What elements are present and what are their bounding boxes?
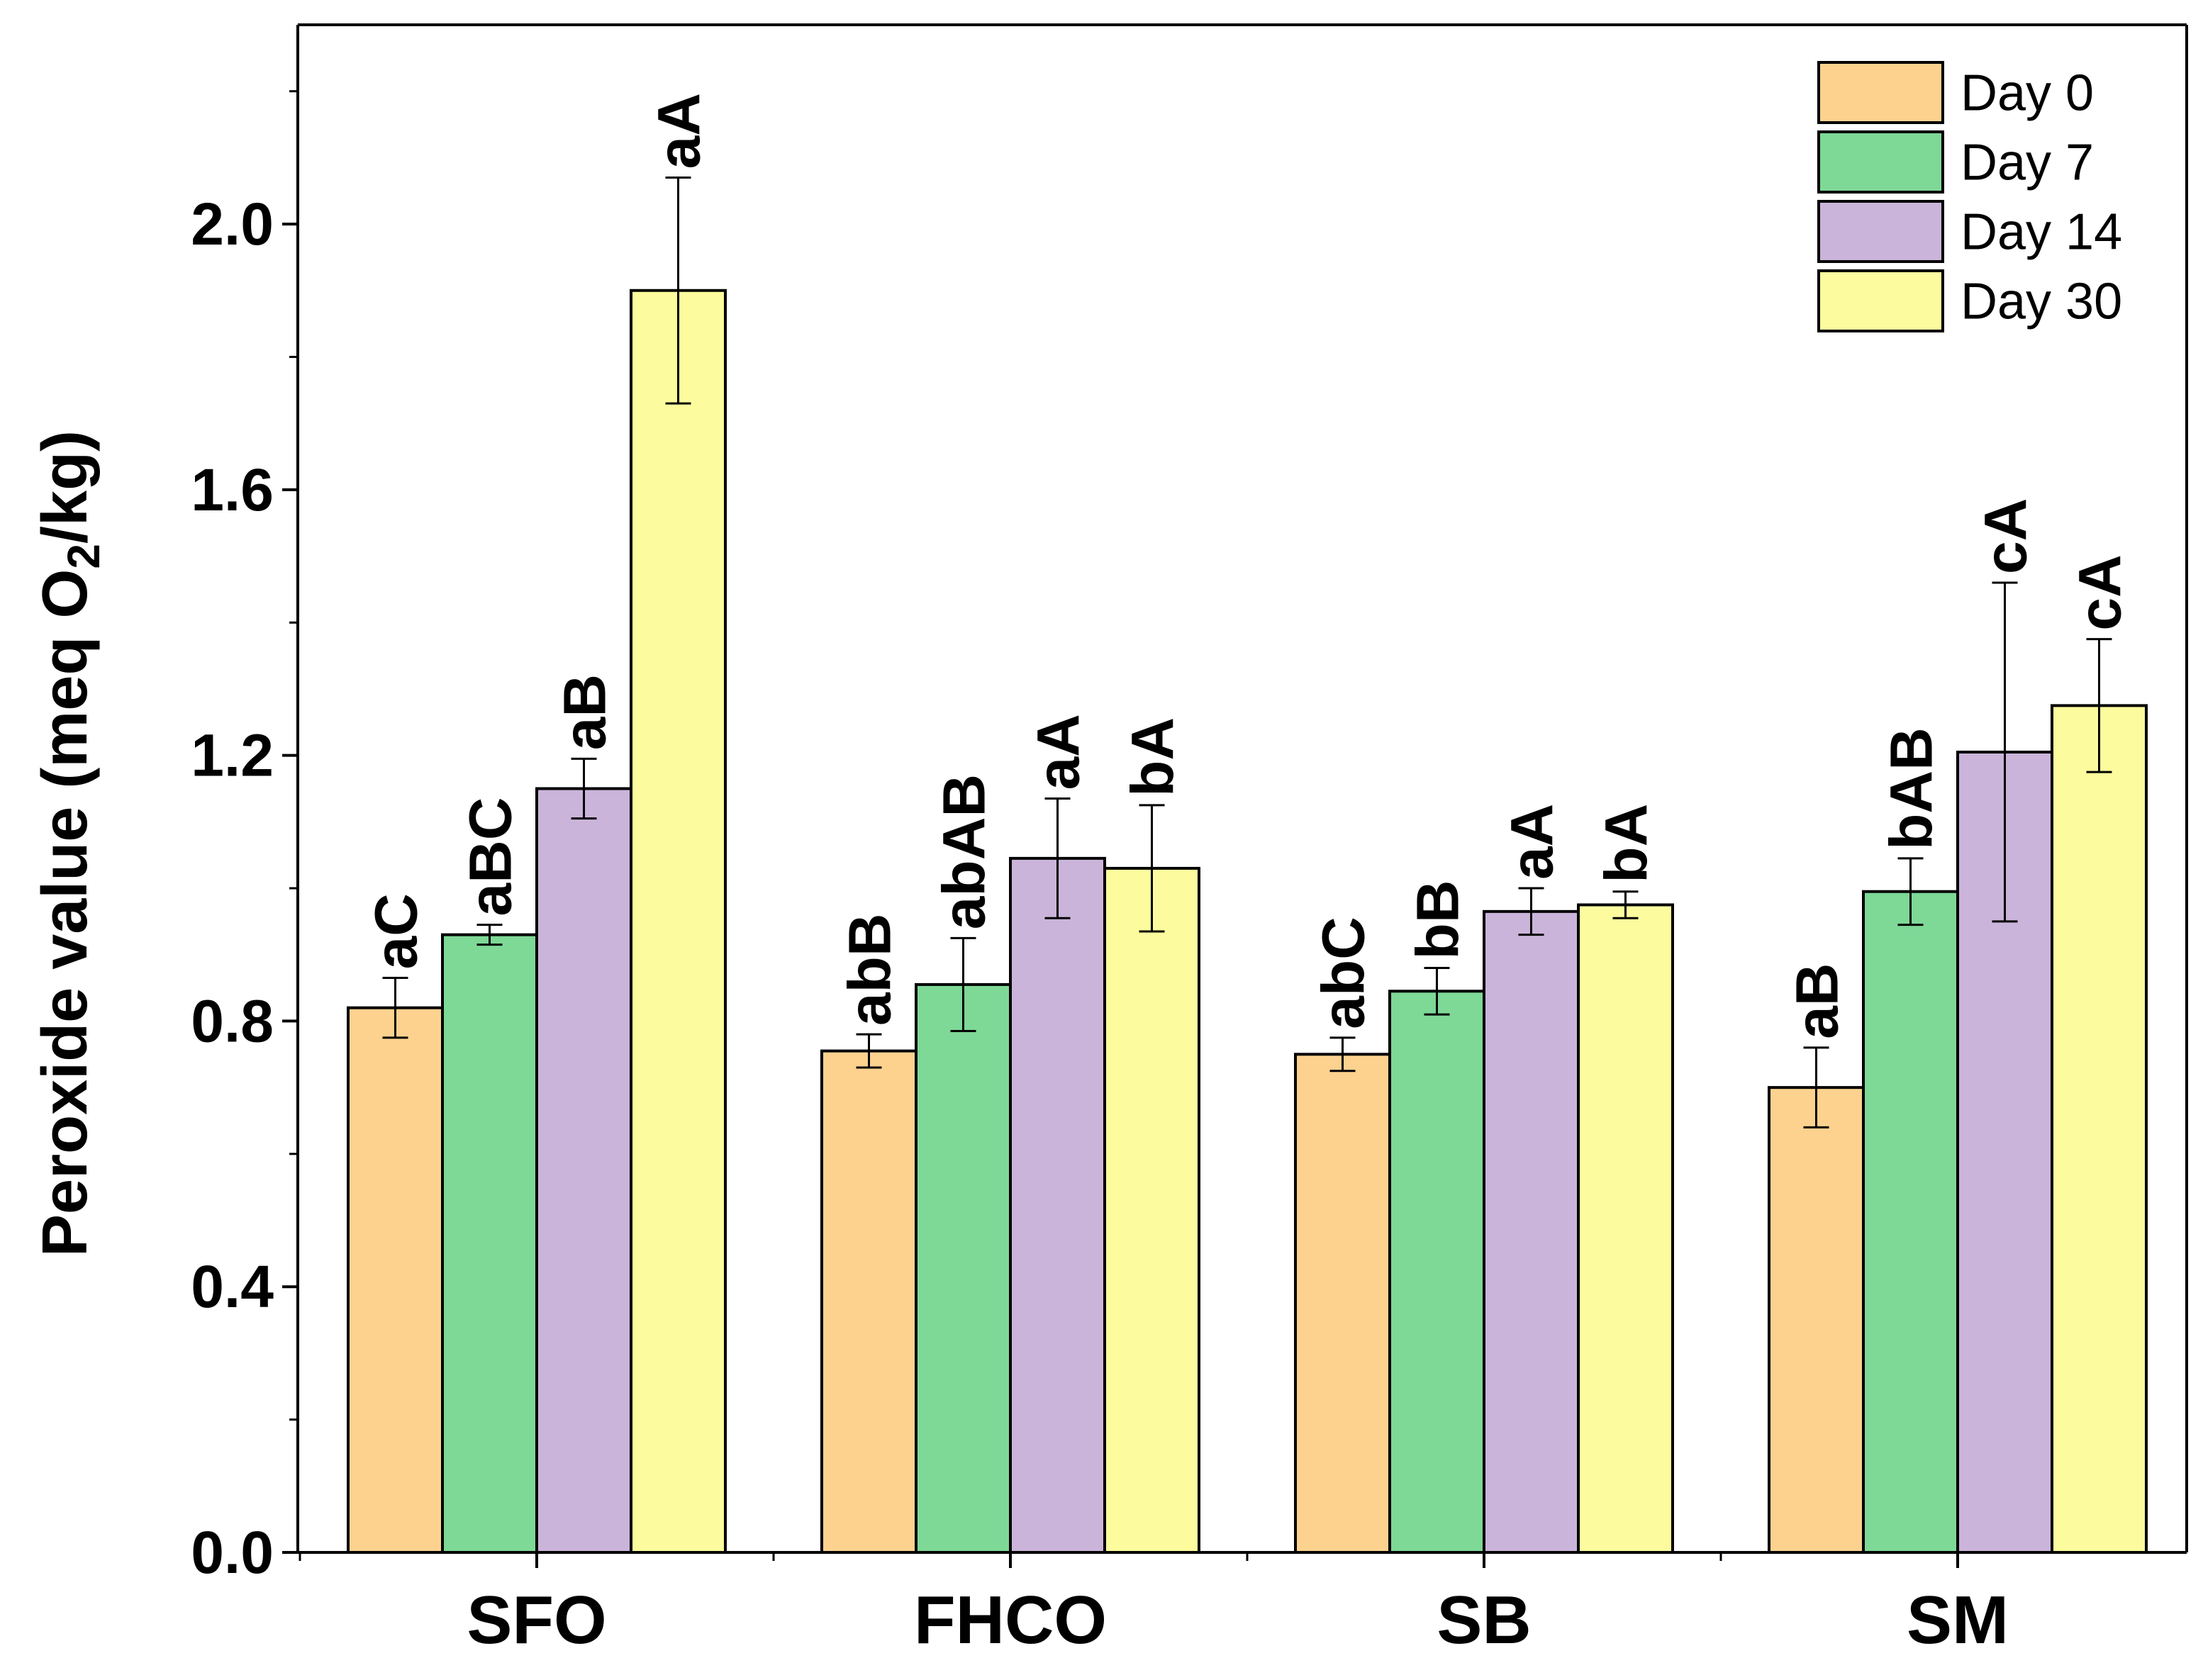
bar-sm-day-0 (1768, 1086, 1865, 1555)
legend-swatch-day-14 (1817, 200, 1944, 263)
y-axis-title-subscript: 2 (58, 544, 109, 569)
y-axis-title-prefix: Peroxide value (meq O (30, 569, 101, 1257)
error-bar-sb-day-0 (1329, 1036, 1356, 1073)
error-bar-fhco-day-14 (1044, 797, 1071, 919)
error-bar-fhco-day-7 (950, 936, 976, 1032)
legend-label: Day 0 (1961, 65, 2094, 122)
bar-sfo-day-14 (535, 787, 632, 1554)
bar-sfo-day-7 (441, 933, 538, 1555)
error-bar-sm-day-30 (2086, 638, 2112, 773)
significance-label: abB (837, 913, 903, 1026)
y-tick-label: 1.2 (191, 722, 274, 789)
y-axis-title: Peroxide value (meq O2/kg) (30, 430, 109, 1257)
y-tick-label: 1.6 (191, 457, 274, 523)
bar-sfo-day-0 (347, 1006, 444, 1554)
bar-fhco-day-0 (820, 1049, 918, 1554)
significance-label: abAB (931, 774, 998, 929)
significance-label: aA (1499, 804, 1566, 880)
error-bar-sm-day-14 (1992, 581, 2018, 923)
significance-label: bA (1593, 804, 1660, 883)
bar-sm-day-7 (1862, 890, 1959, 1554)
bar-sb-day-14 (1483, 909, 1580, 1554)
x-category-label: FHCO (914, 1582, 1107, 1658)
error-bar-fhco-day-30 (1139, 804, 1165, 933)
significance-label: aA (1025, 714, 1092, 790)
bar-fhco-day-14 (1009, 856, 1106, 1555)
bar-sfo-day-30 (630, 289, 727, 1555)
legend: Day 0 Day 7 Day 14 Day 30 (1817, 61, 2122, 332)
y-tick-label: 2.0 (191, 191, 274, 257)
legend-swatch-day-7 (1817, 130, 1944, 194)
error-bar-sfo-day-30 (665, 177, 691, 405)
significance-label: aB (552, 674, 618, 750)
error-bar-sb-day-7 (1424, 966, 1450, 1016)
legend-label: Day 14 (1961, 204, 2122, 261)
bar-sb-day-7 (1388, 990, 1485, 1554)
plot-area: aC abB abC aB aBC abAB bB bAB aB aA aA cA aA bA bA cA (347, 93, 2148, 1555)
error-bar-sb-day-30 (1612, 890, 1639, 919)
bar-fhco-day-30 (1103, 866, 1200, 1555)
legend-swatch-day-0 (1817, 61, 1944, 124)
significance-label: aB (1784, 963, 1851, 1039)
bar-sm-day-30 (2051, 704, 2148, 1554)
bar-fhco-day-7 (915, 982, 1012, 1555)
x-category-label: SB (1437, 1582, 1531, 1658)
y-tick-label: 0.0 (191, 1519, 274, 1586)
bar-sb-day-30 (1577, 903, 1674, 1554)
significance-label: bAB (1878, 727, 1945, 850)
error-bar-sfo-day-14 (571, 757, 597, 820)
legend-label: Day 7 (1961, 135, 2094, 191)
significance-label: aBC (457, 797, 524, 917)
x-category-label: SFO (467, 1582, 606, 1658)
bar-sb-day-0 (1294, 1053, 1391, 1554)
y-axis-title-suffix: /kg) (30, 430, 101, 544)
error-bar-fhco-day-0 (856, 1033, 882, 1069)
significance-label: cA (2067, 554, 2134, 630)
x-category-label: SM (1907, 1582, 2009, 1658)
axes: 0.0 0.4 0.8 1.2 1.6 2.0 SFO FHCO SB SM (191, 23, 2188, 1658)
y-tick-label: 0.8 (191, 987, 274, 1054)
significance-label: abC (1310, 917, 1377, 1029)
legend-swatch-day-30 (1817, 269, 1944, 332)
error-bar-sm-day-7 (1897, 857, 1924, 926)
significance-label: cA (1973, 498, 2039, 574)
error-bar-sm-day-0 (1803, 1046, 1829, 1129)
significance-label: bA (1120, 717, 1186, 797)
significance-label: aC (363, 893, 430, 969)
error-bar-sfo-day-0 (382, 977, 408, 1039)
significance-label: bB (1405, 880, 1471, 959)
significance-label: aA (646, 93, 713, 169)
legend-label: Day 30 (1961, 274, 2122, 330)
error-bar-sb-day-14 (1518, 887, 1544, 936)
error-bar-sfo-day-7 (476, 924, 503, 946)
y-tick-label: 0.4 (191, 1253, 274, 1320)
